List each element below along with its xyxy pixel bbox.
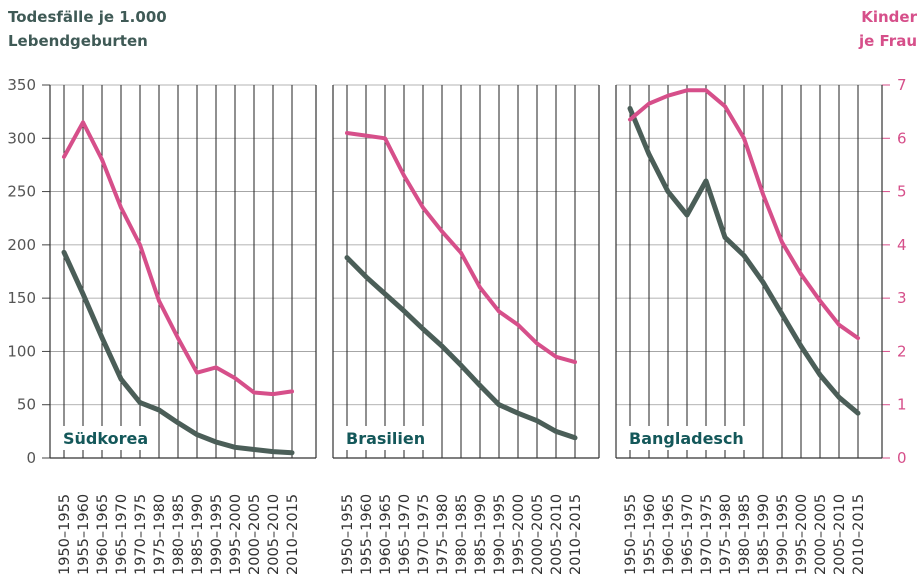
x-tick-label: 1950–1955: [340, 494, 356, 575]
x-tick-label: 1995–2000: [794, 494, 810, 575]
x-tick-label: 1965–1970: [397, 494, 413, 575]
x-tick-label: 1990–1995: [209, 494, 225, 575]
left-tick-label: 100: [7, 342, 36, 360]
right-axis-title-line1: Kinder: [861, 8, 917, 26]
x-tick-label: 1970–1975: [416, 494, 432, 575]
x-tick-label: 2005–2010: [832, 494, 848, 575]
x-tick-label: 1955–1960: [642, 494, 658, 575]
x-tick-label: 1965–1970: [114, 494, 130, 575]
right-tick-label: 4: [897, 236, 907, 254]
left-tick-label: 150: [7, 289, 36, 307]
x-tick-label: 1990–1995: [492, 494, 508, 575]
x-tick-label: 1985–1990: [756, 494, 772, 575]
x-tick-label: 1960–1965: [661, 494, 677, 575]
x-tick-label: 1975–1980: [718, 494, 734, 575]
x-tick-label: 1955–1960: [76, 494, 92, 575]
x-tick-label: 2010–2015: [851, 494, 867, 575]
panel-label: Südkorea: [63, 429, 148, 448]
left-axis-title-line1: Todesfälle je 1.000: [8, 8, 167, 26]
left-axis-title: Todesfälle je 1.000 Lebendgeburten: [8, 5, 167, 53]
x-tick-label: 1960–1965: [378, 494, 394, 575]
left-axis-title-line2: Lebendgeburten: [8, 32, 148, 50]
x-tick-label: 1990–1995: [775, 494, 791, 575]
x-tick-label: 1950–1955: [57, 494, 73, 575]
x-tick-label: 1970–1975: [699, 494, 715, 575]
x-tick-label: 1950–1955: [623, 494, 639, 575]
panel-label-background: [341, 426, 431, 450]
right-tick-label: 0: [897, 449, 907, 467]
left-tick-label: 50: [17, 396, 36, 414]
left-tick-label: 350: [7, 76, 36, 94]
right-tick-label: 7: [897, 76, 907, 94]
x-tick-label: 2010–2015: [285, 494, 301, 575]
left-tick-label: 0: [26, 449, 36, 467]
left-tick-label: 200: [7, 236, 36, 254]
panel-label: Bangladesch: [629, 429, 744, 448]
x-tick-label: 1960–1965: [95, 494, 111, 575]
panel-label-background: [58, 426, 154, 450]
x-tick-label: 1970–1975: [133, 494, 149, 575]
x-tick-label: 1980–1985: [737, 494, 753, 575]
right-tick-label: 6: [897, 129, 907, 147]
right-tick-label: 2: [897, 342, 907, 360]
panel-label: Brasilien: [346, 429, 425, 448]
x-tick-label: 2005–2010: [266, 494, 282, 575]
x-tick-label: 1995–2000: [511, 494, 527, 575]
right-tick-label: 5: [897, 183, 907, 201]
right-tick-label: 1: [897, 396, 907, 414]
x-tick-label: 1965–1970: [680, 494, 696, 575]
x-tick-label: 2005–2010: [549, 494, 565, 575]
x-tick-label: 1985–1990: [190, 494, 206, 575]
x-tick-label: 2000–2005: [813, 494, 829, 575]
x-tick-label: 1975–1980: [152, 494, 168, 575]
x-tick-label: 2010–2015: [568, 494, 584, 575]
x-tick-label: 2000–2005: [247, 494, 263, 575]
x-tick-label: 1995–2000: [228, 494, 244, 575]
x-tick-label: 1975–1980: [435, 494, 451, 575]
x-tick-label: 1980–1985: [454, 494, 470, 575]
left-tick-label: 300: [7, 129, 36, 147]
x-tick-label: 1955–1960: [359, 494, 375, 575]
x-tick-label: 1985–1990: [473, 494, 489, 575]
right-tick-label: 3: [897, 289, 907, 307]
x-tick-label: 2000–2005: [530, 494, 546, 575]
right-axis-title: Kinder je Frau: [859, 5, 917, 53]
right-axis-title-line2: je Frau: [858, 32, 917, 50]
x-tick-label: 1980–1985: [171, 494, 187, 575]
panel-label-background: [624, 426, 749, 450]
left-tick-label: 250: [7, 183, 36, 201]
